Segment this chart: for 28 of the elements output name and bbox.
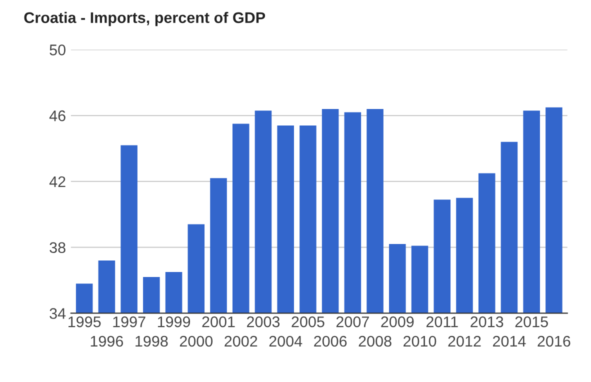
y-tick-label: 34 [50,308,66,319]
x-tick-label: 2013 [470,316,504,328]
x-tick-label: 2009 [381,316,414,328]
x-tick-label: 2008 [358,336,392,347]
x-tick-label: 2010 [404,336,436,347]
x-tick-label: 2012 [448,336,481,347]
y-tick-label: 46 [49,110,66,122]
x-tick-label: 2015 [515,316,548,328]
x-tick-label: 2003 [247,316,280,328]
x-tick-label: 2006 [314,336,347,347]
x-tick-label: 2011 [426,316,458,328]
x-tick-label: 1997 [113,316,146,328]
x-tick-label: 2016 [538,336,570,347]
x-tick-label: 2000 [180,336,213,347]
x-tick-label: 2004 [269,336,302,347]
x-tick-label: 1999 [158,316,190,328]
x-tick-label: 2002 [224,336,258,347]
y-tick-label: 42 [49,176,66,187]
x-tick-label: 1998 [136,336,168,347]
x-tick-label: 1995 [68,316,101,328]
x-tick-label: 1996 [90,336,124,347]
y-tick-label: 50 [50,44,66,56]
x-tick-label: 2007 [336,316,369,328]
chart-title: Croatia - Imports, percent of GDP [24,12,266,26]
x-tick-label: 2005 [292,316,324,328]
y-tick-label: 38 [50,242,66,254]
x-tick-label: 2014 [492,336,526,347]
x-tick-label: 2001 [202,316,235,328]
